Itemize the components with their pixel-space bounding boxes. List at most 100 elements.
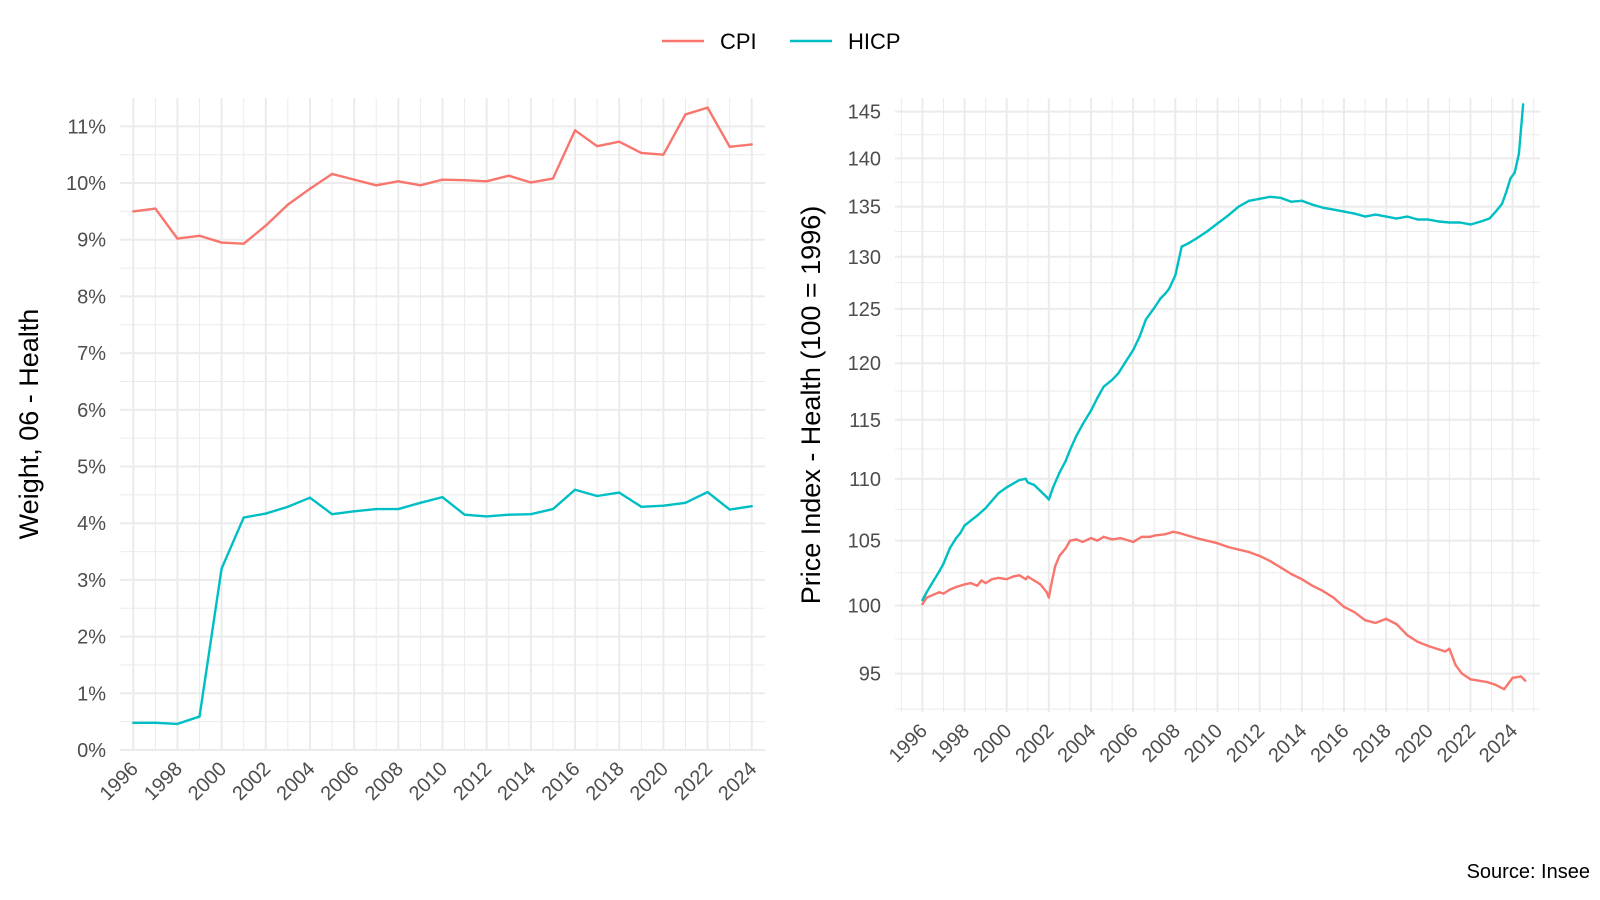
data-point-cpi	[1186, 534, 1190, 537]
data-point-cpi	[1511, 676, 1514, 680]
data-point-cpi	[963, 583, 966, 586]
data-point-hicp	[507, 513, 510, 516]
data-point-hicp	[706, 490, 709, 494]
data-point-cpi	[176, 237, 179, 240]
data-point-hicp	[1458, 221, 1462, 224]
data-point-hicp	[352, 510, 356, 513]
legend-item-cpi: CPI	[662, 29, 757, 54]
data-point-cpi	[1300, 577, 1304, 581]
data-point-cpi	[1353, 610, 1356, 614]
x-tick-label: 1996	[96, 758, 143, 805]
data-point-hicp	[485, 515, 488, 518]
x-tick-label: 2002	[228, 758, 275, 805]
data-point-hicp	[963, 524, 966, 527]
y-tick-labels: 95 100 105 110 115 120 125 130 135 140 145	[848, 102, 881, 686]
data-point-cpi	[1032, 579, 1036, 582]
x-tick-label: 2024	[1475, 720, 1522, 767]
data-point-cpi	[662, 153, 665, 156]
data-point-hicp	[1363, 215, 1367, 218]
data-point-hicp	[1075, 434, 1078, 438]
x-tick-label: 2016	[538, 758, 585, 805]
y-tick-label: 4%	[77, 513, 106, 535]
data-point-hicp	[969, 519, 973, 522]
data-point-hicp	[728, 508, 731, 511]
data-point-hicp	[1290, 200, 1293, 203]
data-point-hicp	[1058, 471, 1061, 475]
data-point-hicp	[1167, 287, 1171, 291]
data-point-cpi	[1195, 536, 1198, 540]
data-point-hicp	[1479, 220, 1483, 223]
data-point-hicp	[1494, 210, 1497, 213]
data-point-hicp	[220, 567, 223, 570]
y-tick-labels: 0% 1% 2% 3% 4% 5% 6% 7% 8% 9% 10% 11%	[66, 116, 106, 762]
data-point-cpi	[330, 172, 334, 176]
data-point-cpi	[931, 593, 935, 597]
y-axis-title: Price Index - Health (100 = 1996)	[796, 206, 826, 604]
data-point-cpi	[942, 592, 945, 595]
data-point-hicp	[308, 496, 312, 499]
data-point-hicp	[1186, 242, 1190, 245]
data-point-hicp	[1258, 197, 1261, 200]
data-point-hicp	[1353, 212, 1356, 215]
y-tick-label: 145	[848, 102, 881, 124]
data-point-cpi	[375, 184, 378, 187]
y-tick-label: 10%	[66, 173, 106, 195]
data-point-hicp	[441, 495, 444, 499]
data-point-cpi	[1435, 647, 1438, 650]
x-tick-label: 2006	[317, 758, 364, 805]
data-point-hicp	[551, 507, 555, 511]
data-point-cpi	[1172, 530, 1175, 534]
x-tick-label: 2002	[1011, 720, 1058, 767]
data-point-hicp	[1395, 217, 1398, 220]
data-point-cpi	[1127, 539, 1131, 542]
data-point-cpi	[1494, 683, 1497, 687]
data-point-hicp	[1269, 195, 1272, 199]
y-tick-label: 100	[848, 596, 881, 618]
series-cpi	[132, 106, 753, 245]
data-point-hicp	[1159, 297, 1162, 300]
x-tick-label: 2020	[626, 758, 673, 805]
x-tick-label: 2022	[670, 758, 717, 805]
x-tick-label: 2008	[361, 758, 408, 805]
y-tick-label: 11%	[67, 116, 106, 138]
data-point-hicp	[1311, 203, 1314, 206]
data-point-cpi	[132, 210, 135, 213]
data-point-hicp	[1505, 190, 1508, 194]
data-point-hicp	[1509, 177, 1512, 180]
data-point-cpi	[948, 588, 951, 591]
data-point-cpi	[1502, 687, 1506, 691]
data-point-cpi	[1469, 678, 1472, 681]
data-point-hicp	[1153, 306, 1156, 310]
data-point-hicp	[1068, 448, 1072, 452]
x-tick-label: 2018	[582, 758, 629, 805]
data-point-hicp	[1102, 385, 1105, 388]
data-point-hicp	[1416, 218, 1419, 221]
data-point-hicp	[662, 504, 665, 507]
data-point-hicp	[1321, 206, 1325, 209]
data-point-hicp	[1374, 213, 1377, 216]
x-tick-label: 2018	[1349, 720, 1396, 767]
y-tick-label: 95	[859, 664, 881, 686]
data-point-hicp	[419, 501, 422, 505]
data-point-cpi	[264, 224, 267, 227]
series-hicp	[132, 488, 753, 726]
data-point-cpi	[1102, 535, 1105, 539]
data-point-cpi	[1395, 623, 1398, 626]
data-point-cpi	[1321, 589, 1325, 593]
data-point-hicp	[1089, 409, 1093, 412]
data-point-cpi	[1039, 583, 1042, 586]
x-tick-label: 1996	[885, 720, 932, 767]
data-point-cpi	[1024, 577, 1027, 581]
data-point-hicp	[132, 721, 135, 724]
data-point-cpi	[1384, 617, 1388, 621]
data-point-hicp	[976, 514, 979, 517]
data-point-hicp	[1437, 220, 1441, 223]
y-tick-label: 7%	[77, 343, 106, 365]
x-tick-label: 2008	[1138, 720, 1185, 767]
y-tick-label: 2%	[77, 627, 106, 649]
x-tick-labels: 1996199820002002200420062008201020122014…	[96, 758, 762, 805]
data-point-hicp	[1205, 230, 1209, 233]
x-tick-label: 2014	[493, 758, 540, 805]
data-point-cpi	[1332, 596, 1335, 599]
